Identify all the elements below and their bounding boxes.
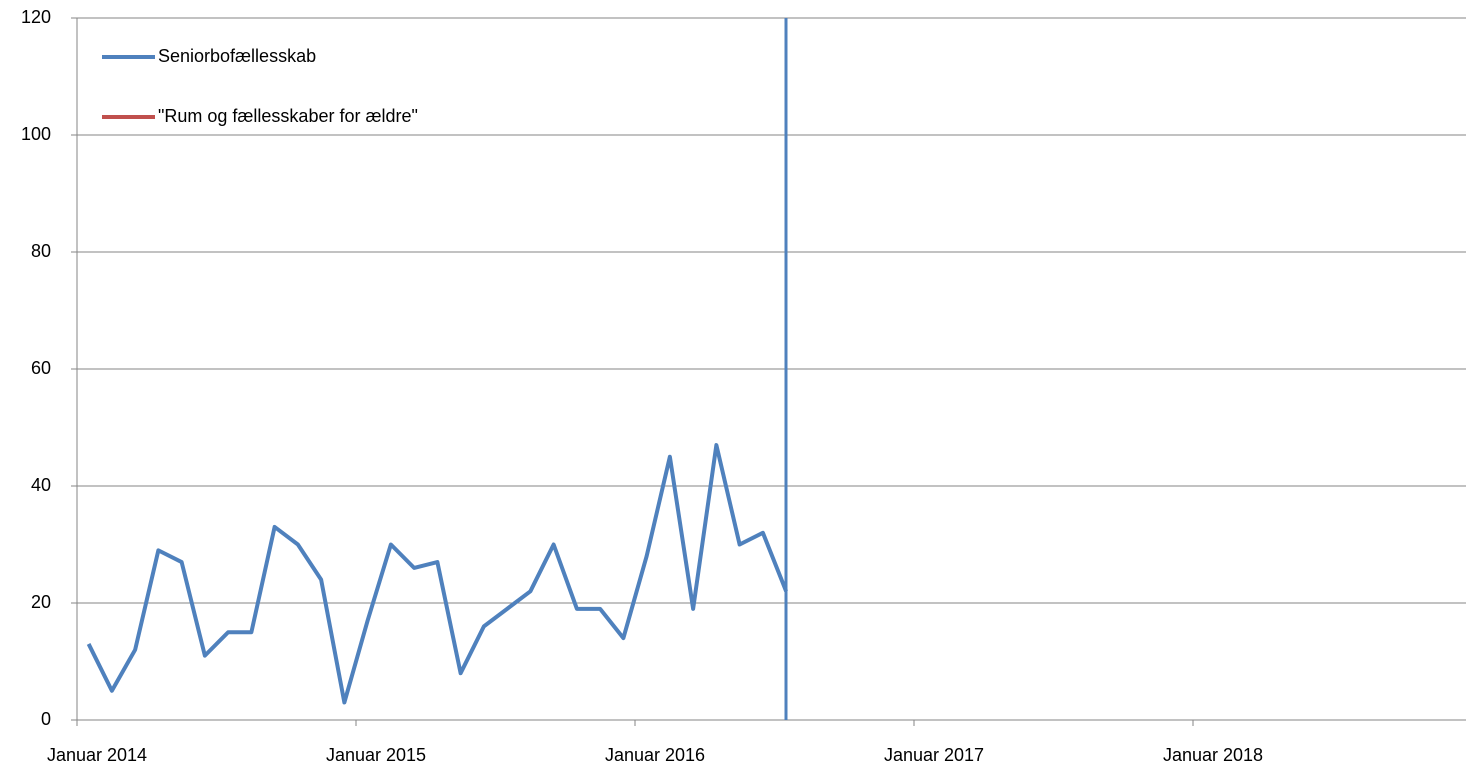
legend-label: "Rum og fællesskaber for ældre" <box>158 106 418 126</box>
x-tick-label: Januar 2018 <box>1163 745 1263 765</box>
y-tick-label: 20 <box>31 592 51 612</box>
legend-label: Seniorbofællesskab <box>158 46 316 66</box>
y-tick-label: 80 <box>31 241 51 261</box>
y-tick-label: 40 <box>31 475 51 495</box>
y-tick-label: 60 <box>31 358 51 378</box>
series-line <box>86 443 788 705</box>
y-tick-label: 100 <box>21 124 51 144</box>
x-tick-label: Januar 2016 <box>605 745 705 765</box>
x-tick-label: Januar 2017 <box>884 745 984 765</box>
x-tick-label: Januar 2014 <box>47 745 147 765</box>
y-tick-label: 0 <box>41 709 51 729</box>
x-tick-label: Januar 2015 <box>326 745 426 765</box>
y-tick-label: 120 <box>21 7 51 27</box>
